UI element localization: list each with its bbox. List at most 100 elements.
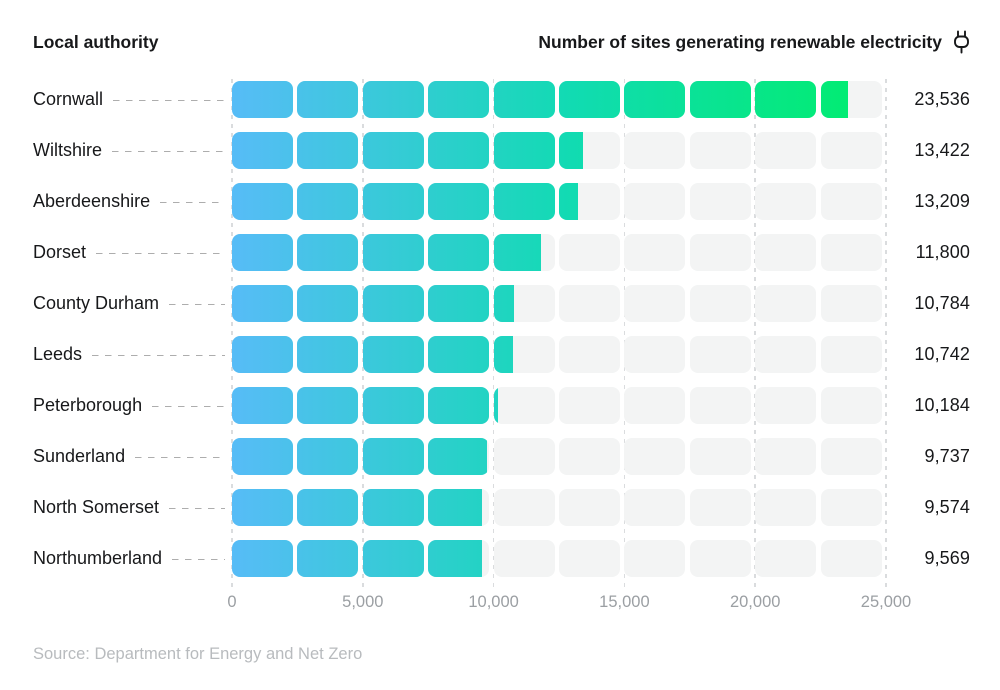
chart-row: Leeds 10,742: [0, 329, 1000, 380]
x-axis-title-group: Number of sites generating renewable ele…: [538, 30, 972, 55]
bar-segment: [624, 183, 686, 220]
axis-tick-label: 5,000: [342, 593, 384, 611]
label-cell: Cornwall: [33, 89, 232, 110]
axis-tick-label: 10,000: [468, 593, 519, 611]
bar-segment: [820, 540, 882, 577]
bar-fill: [362, 489, 424, 526]
bar-fill: [232, 285, 293, 322]
chart-row: Wiltshire 13,422: [0, 125, 1000, 176]
bar-segment: [689, 336, 751, 373]
gridline: [754, 79, 756, 592]
bar-segment: [624, 336, 686, 373]
bar-segment: [559, 234, 620, 271]
bar-fill: [297, 81, 359, 118]
bar-segment: [559, 387, 620, 424]
bar-segment: [493, 183, 555, 220]
bar-segment: [428, 81, 490, 118]
bar-segment: [493, 489, 555, 526]
bar-fill: [362, 132, 424, 169]
value-label: 9,737: [924, 446, 970, 466]
bar-segment: [820, 489, 882, 526]
bar-fill: [493, 285, 515, 322]
bar-segment: [232, 540, 293, 577]
leader-line: [172, 558, 225, 561]
bar-fill: [297, 438, 359, 475]
bar-segment: [820, 81, 882, 118]
bar-segment: [428, 387, 490, 424]
leader-line: [169, 303, 225, 306]
bar-segment: [362, 438, 424, 475]
source-note: Source: Department for Energy and Net Ze…: [33, 645, 363, 663]
label-cell: Dorset: [33, 242, 232, 263]
bar-track: [232, 234, 886, 271]
bar-fill: [362, 285, 424, 322]
x-axis-title: Number of sites generating renewable ele…: [538, 32, 942, 52]
bar-segment: [624, 234, 686, 271]
bar-segment: [820, 336, 882, 373]
bar-segment: [297, 387, 359, 424]
bar-fill: [232, 81, 293, 118]
label-cell: Leeds: [33, 344, 232, 365]
leader-line: [135, 456, 225, 459]
bar-fill: [232, 438, 293, 475]
value-label: 10,742: [914, 344, 970, 364]
bar-fill: [428, 387, 490, 424]
bar-fill: [493, 81, 555, 118]
bar-segment: [362, 489, 424, 526]
bar-segment: [755, 438, 817, 475]
bar-segment: [755, 183, 817, 220]
bar-segment: [689, 540, 751, 577]
bar-segment: [559, 489, 620, 526]
bar-fill: [624, 81, 686, 118]
value-label: 9,569: [924, 548, 970, 568]
leader-line: [112, 150, 225, 153]
bar-fill: [428, 540, 483, 577]
bar-fill: [362, 81, 424, 118]
bar-segment: [232, 387, 293, 424]
bar-fill: [297, 285, 359, 322]
bar-segment: [559, 285, 620, 322]
bar-segment: [297, 438, 359, 475]
bar-segment: [362, 387, 424, 424]
bar-segment: [820, 132, 882, 169]
bar-fill: [820, 81, 848, 118]
leader-line: [152, 405, 225, 408]
bar-segment: [820, 285, 882, 322]
bar-fill: [428, 234, 490, 271]
bar-segment: [559, 438, 620, 475]
bar-segment: [755, 132, 817, 169]
bar-segment: [689, 438, 751, 475]
chart-row: County Durham 10,784: [0, 278, 1000, 329]
bar-segment: [689, 183, 751, 220]
value-label: 23,536: [914, 89, 970, 109]
bar-fill: [362, 387, 424, 424]
bar-segment: [428, 489, 490, 526]
bar-segment: [820, 387, 882, 424]
value-label: 13,422: [914, 140, 970, 160]
bar-segment: [428, 234, 490, 271]
bar-segment: [689, 234, 751, 271]
bar-segment: [493, 387, 555, 424]
label-cell: Peterborough: [33, 395, 232, 416]
bar-track: [232, 540, 886, 577]
bar-fill: [493, 132, 555, 169]
row-label: Leeds: [33, 344, 83, 364]
bar-fill: [428, 183, 490, 220]
bar-segment: [755, 336, 817, 373]
bar-fill: [297, 387, 359, 424]
leader-line: [96, 252, 225, 255]
bar-fill: [428, 438, 487, 475]
row-label: Peterborough: [33, 395, 143, 415]
bar-segment: [624, 81, 686, 118]
bar-segment: [362, 81, 424, 118]
bar-segment: [428, 132, 490, 169]
bar-fill: [362, 183, 424, 220]
bar-segment: [689, 81, 751, 118]
bar-fill: [362, 336, 424, 373]
bar-segment: [820, 183, 882, 220]
bar-fill: [232, 387, 293, 424]
row-label: Sunderland: [33, 446, 126, 466]
bar-segment: [428, 438, 490, 475]
bar-segment: [559, 81, 620, 118]
bar-segment: [493, 540, 555, 577]
